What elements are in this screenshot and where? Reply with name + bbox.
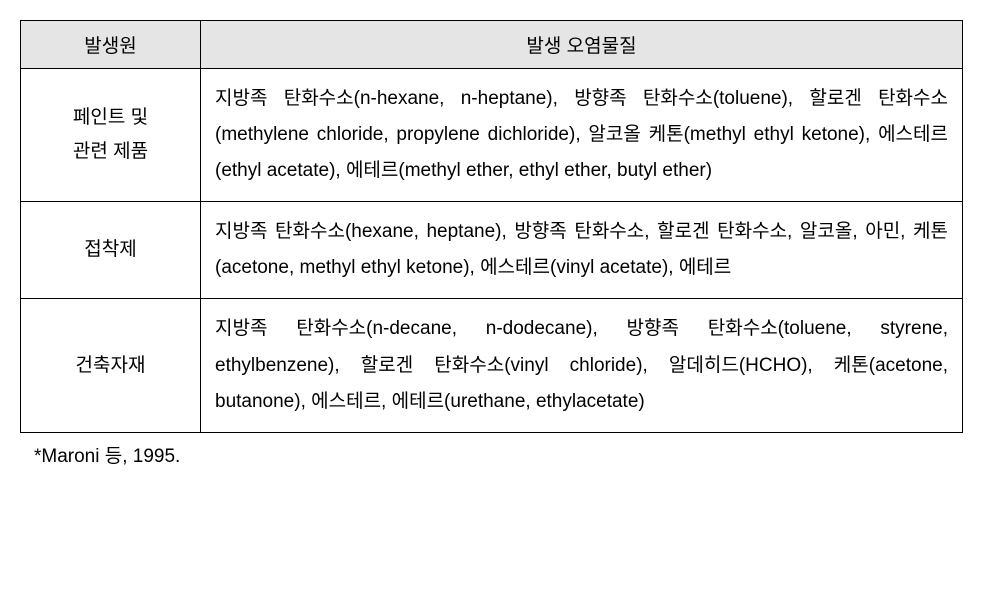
table-row: 건축자재 지방족 탄화수소(n-decane, n-dodecane), 방향족… [21, 299, 963, 432]
cell-content-0: 지방족 탄화수소(n-hexane, n-heptane), 방향족 탄화수소(… [201, 69, 963, 202]
pollutant-table: 발생원 발생 오염물질 페인트 및관련 제품 지방족 탄화수소(n-hexane… [20, 20, 963, 433]
cell-source-2: 건축자재 [21, 299, 201, 432]
footnote: *Maroni 등, 1995. [20, 441, 963, 468]
cell-content-2: 지방족 탄화수소(n-decane, n-dodecane), 방향족 탄화수소… [201, 299, 963, 432]
cell-source-1: 접착제 [21, 202, 201, 299]
table-header-row: 발생원 발생 오염물질 [21, 21, 963, 69]
header-content: 발생 오염물질 [201, 21, 963, 69]
table-row: 페인트 및관련 제품 지방족 탄화수소(n-hexane, n-heptane)… [21, 69, 963, 202]
header-source: 발생원 [21, 21, 201, 69]
table-row: 접착제 지방족 탄화수소(hexane, heptane), 방향족 탄화수소,… [21, 202, 963, 299]
cell-content-1: 지방족 탄화수소(hexane, heptane), 방향족 탄화수소, 할로겐… [201, 202, 963, 299]
cell-source-0: 페인트 및관련 제품 [21, 69, 201, 202]
